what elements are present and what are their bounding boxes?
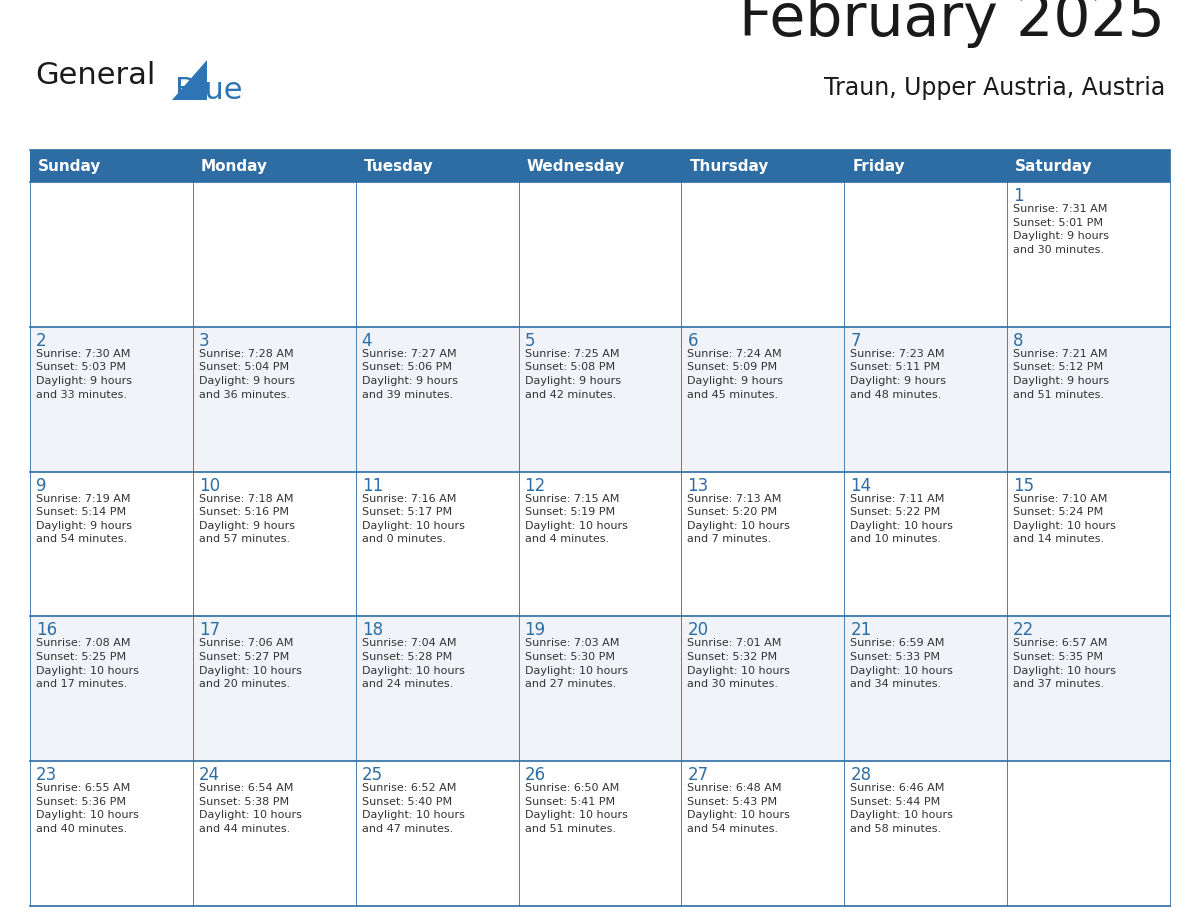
Text: Sunrise: 7:13 AM
Sunset: 5:20 PM
Daylight: 10 hours
and 7 minutes.: Sunrise: 7:13 AM Sunset: 5:20 PM Dayligh… [688,494,790,544]
Text: 13: 13 [688,476,709,495]
Text: 1: 1 [1013,187,1024,205]
Text: 2: 2 [36,331,46,350]
Text: Sunrise: 7:06 AM
Sunset: 5:27 PM
Daylight: 10 hours
and 20 minutes.: Sunrise: 7:06 AM Sunset: 5:27 PM Dayligh… [198,638,302,689]
Text: Tuesday: Tuesday [364,159,434,174]
Text: Sunrise: 7:10 AM
Sunset: 5:24 PM
Daylight: 10 hours
and 14 minutes.: Sunrise: 7:10 AM Sunset: 5:24 PM Dayligh… [1013,494,1116,544]
Bar [355,150,519,182]
Text: 28: 28 [851,767,872,784]
Text: Sunrise: 6:57 AM
Sunset: 5:35 PM
Daylight: 10 hours
and 37 minutes.: Sunrise: 6:57 AM Sunset: 5:35 PM Dayligh… [1013,638,1116,689]
Text: Blue: Blue [175,76,242,105]
Text: Traun, Upper Austria, Austria: Traun, Upper Austria, Austria [823,76,1165,100]
Text: Sunrise: 7:03 AM
Sunset: 5:30 PM
Daylight: 10 hours
and 27 minutes.: Sunrise: 7:03 AM Sunset: 5:30 PM Dayligh… [525,638,627,689]
Text: Sunday: Sunday [38,159,101,174]
Text: Sunrise: 6:54 AM
Sunset: 5:38 PM
Daylight: 10 hours
and 44 minutes.: Sunrise: 6:54 AM Sunset: 5:38 PM Dayligh… [198,783,302,834]
Text: Sunrise: 7:11 AM
Sunset: 5:22 PM
Daylight: 10 hours
and 10 minutes.: Sunrise: 7:11 AM Sunset: 5:22 PM Dayligh… [851,494,953,544]
Text: Sunrise: 7:16 AM
Sunset: 5:17 PM
Daylight: 10 hours
and 0 minutes.: Sunrise: 7:16 AM Sunset: 5:17 PM Dayligh… [361,494,465,544]
Text: Sunrise: 6:52 AM
Sunset: 5:40 PM
Daylight: 10 hours
and 47 minutes.: Sunrise: 6:52 AM Sunset: 5:40 PM Dayligh… [361,783,465,834]
Text: 3: 3 [198,331,209,350]
Text: Sunrise: 7:31 AM
Sunset: 5:01 PM
Daylight: 9 hours
and 30 minutes.: Sunrise: 7:31 AM Sunset: 5:01 PM Dayligh… [1013,204,1110,255]
Text: 6: 6 [688,331,697,350]
Polygon shape [172,60,207,100]
Text: 24: 24 [198,767,220,784]
Text: 23: 23 [36,767,57,784]
Bar [30,327,1170,472]
Text: 18: 18 [361,621,383,640]
Text: Sunrise: 7:28 AM
Sunset: 5:04 PM
Daylight: 9 hours
and 36 minutes.: Sunrise: 7:28 AM Sunset: 5:04 PM Dayligh… [198,349,295,399]
Text: 14: 14 [851,476,872,495]
Text: 22: 22 [1013,621,1035,640]
Text: 21: 21 [851,621,872,640]
Bar [192,150,355,182]
Text: Sunrise: 7:18 AM
Sunset: 5:16 PM
Daylight: 9 hours
and 57 minutes.: Sunrise: 7:18 AM Sunset: 5:16 PM Dayligh… [198,494,295,544]
Text: Sunrise: 6:55 AM
Sunset: 5:36 PM
Daylight: 10 hours
and 40 minutes.: Sunrise: 6:55 AM Sunset: 5:36 PM Dayligh… [36,783,139,834]
Bar [30,616,1170,761]
Text: 12: 12 [525,476,545,495]
Text: 25: 25 [361,767,383,784]
Text: 15: 15 [1013,476,1035,495]
Text: 26: 26 [525,767,545,784]
Text: Sunrise: 6:50 AM
Sunset: 5:41 PM
Daylight: 10 hours
and 51 minutes.: Sunrise: 6:50 AM Sunset: 5:41 PM Dayligh… [525,783,627,834]
Text: February 2025: February 2025 [739,0,1165,48]
Text: Sunrise: 7:19 AM
Sunset: 5:14 PM
Daylight: 9 hours
and 54 minutes.: Sunrise: 7:19 AM Sunset: 5:14 PM Dayligh… [36,494,132,544]
Text: General: General [34,61,156,90]
Bar [30,472,1170,616]
Text: Sunrise: 6:46 AM
Sunset: 5:44 PM
Daylight: 10 hours
and 58 minutes.: Sunrise: 6:46 AM Sunset: 5:44 PM Dayligh… [851,783,953,834]
Text: Sunrise: 7:08 AM
Sunset: 5:25 PM
Daylight: 10 hours
and 17 minutes.: Sunrise: 7:08 AM Sunset: 5:25 PM Dayligh… [36,638,139,689]
Bar [30,761,1170,906]
Text: 16: 16 [36,621,57,640]
Text: 8: 8 [1013,331,1024,350]
Text: Sunrise: 7:25 AM
Sunset: 5:08 PM
Daylight: 9 hours
and 42 minutes.: Sunrise: 7:25 AM Sunset: 5:08 PM Dayligh… [525,349,620,399]
Bar [30,182,1170,327]
Bar [519,150,682,182]
Text: 19: 19 [525,621,545,640]
Bar [30,150,192,182]
Text: 9: 9 [36,476,46,495]
Text: 5: 5 [525,331,535,350]
Bar [682,150,845,182]
Text: Saturday: Saturday [1015,159,1093,174]
Text: Monday: Monday [201,159,267,174]
Text: Sunrise: 7:04 AM
Sunset: 5:28 PM
Daylight: 10 hours
and 24 minutes.: Sunrise: 7:04 AM Sunset: 5:28 PM Dayligh… [361,638,465,689]
Text: Thursday: Thursday [689,159,769,174]
Text: 7: 7 [851,331,861,350]
Text: 10: 10 [198,476,220,495]
Text: Sunrise: 7:24 AM
Sunset: 5:09 PM
Daylight: 9 hours
and 45 minutes.: Sunrise: 7:24 AM Sunset: 5:09 PM Dayligh… [688,349,783,399]
Text: Sunrise: 6:48 AM
Sunset: 5:43 PM
Daylight: 10 hours
and 54 minutes.: Sunrise: 6:48 AM Sunset: 5:43 PM Dayligh… [688,783,790,834]
Text: Sunrise: 7:15 AM
Sunset: 5:19 PM
Daylight: 10 hours
and 4 minutes.: Sunrise: 7:15 AM Sunset: 5:19 PM Dayligh… [525,494,627,544]
Text: 11: 11 [361,476,383,495]
Text: Wednesday: Wednesday [526,159,625,174]
Text: Sunrise: 7:27 AM
Sunset: 5:06 PM
Daylight: 9 hours
and 39 minutes.: Sunrise: 7:27 AM Sunset: 5:06 PM Dayligh… [361,349,457,399]
Bar [1007,150,1170,182]
Text: 17: 17 [198,621,220,640]
Bar [845,150,1007,182]
Text: 4: 4 [361,331,372,350]
Text: 27: 27 [688,767,708,784]
Text: Sunrise: 7:30 AM
Sunset: 5:03 PM
Daylight: 9 hours
and 33 minutes.: Sunrise: 7:30 AM Sunset: 5:03 PM Dayligh… [36,349,132,399]
Text: Sunrise: 7:01 AM
Sunset: 5:32 PM
Daylight: 10 hours
and 30 minutes.: Sunrise: 7:01 AM Sunset: 5:32 PM Dayligh… [688,638,790,689]
Text: Friday: Friday [852,159,905,174]
Text: Sunrise: 7:23 AM
Sunset: 5:11 PM
Daylight: 9 hours
and 48 minutes.: Sunrise: 7:23 AM Sunset: 5:11 PM Dayligh… [851,349,947,399]
Text: 20: 20 [688,621,708,640]
Text: Sunrise: 6:59 AM
Sunset: 5:33 PM
Daylight: 10 hours
and 34 minutes.: Sunrise: 6:59 AM Sunset: 5:33 PM Dayligh… [851,638,953,689]
Text: Sunrise: 7:21 AM
Sunset: 5:12 PM
Daylight: 9 hours
and 51 minutes.: Sunrise: 7:21 AM Sunset: 5:12 PM Dayligh… [1013,349,1110,399]
